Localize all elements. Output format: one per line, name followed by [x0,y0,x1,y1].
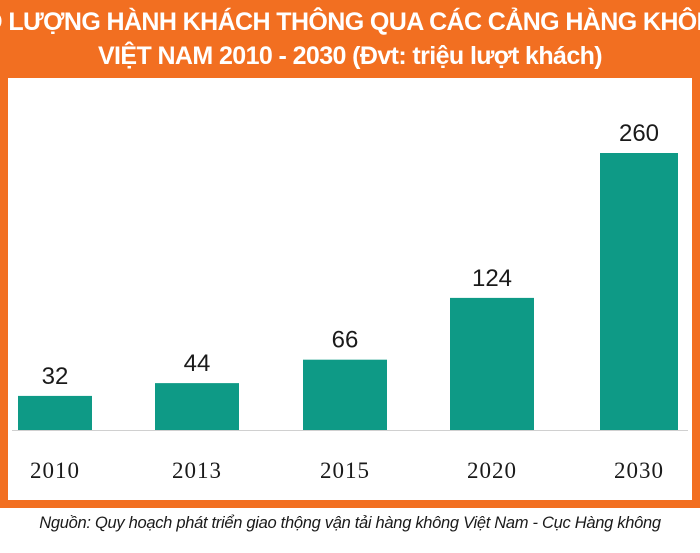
bar-2013 [155,383,239,430]
data-label-2020: 124 [472,265,512,292]
data-label-2010: 32 [42,363,69,390]
bar-2030 [600,153,678,430]
bar-2010 [18,395,92,430]
bar-2015 [303,359,387,430]
data-label-2013: 44 [184,350,211,377]
chart-title-line-1: SỐ LƯỢNG HÀNH KHÁCH THÔNG QUA CÁC CẢNG H… [0,8,700,36]
chart-frame: SỐ LƯỢNG HÀNH KHÁCH THÔNG QUA CÁC CẢNG H… [0,0,700,508]
source-note: Nguồn: Quy hoạch phát triển giao thộng v… [39,514,661,532]
chart-title-line-2: VIỆT NAM 2010 - 2030 (Đvt: triệu lượt kh… [97,42,603,70]
bar-chart: 32 2010 44 2013 66 2015 124 2020 260 2030 [12,120,688,483]
data-label-2015: 66 [332,327,359,354]
chart-header: SỐ LƯỢNG HÀNH KHÁCH THÔNG QUA CÁC CẢNG H… [0,0,700,78]
x-tick-label-2030: 2030 [614,458,664,483]
bar-2020 [450,297,534,430]
x-tick-label-2015: 2015 [320,458,370,483]
x-tick-label-2013: 2013 [172,458,222,483]
data-label-2030: 260 [619,120,659,147]
x-tick-label-2020: 2020 [467,458,517,483]
x-tick-label-2010: 2010 [30,458,80,483]
